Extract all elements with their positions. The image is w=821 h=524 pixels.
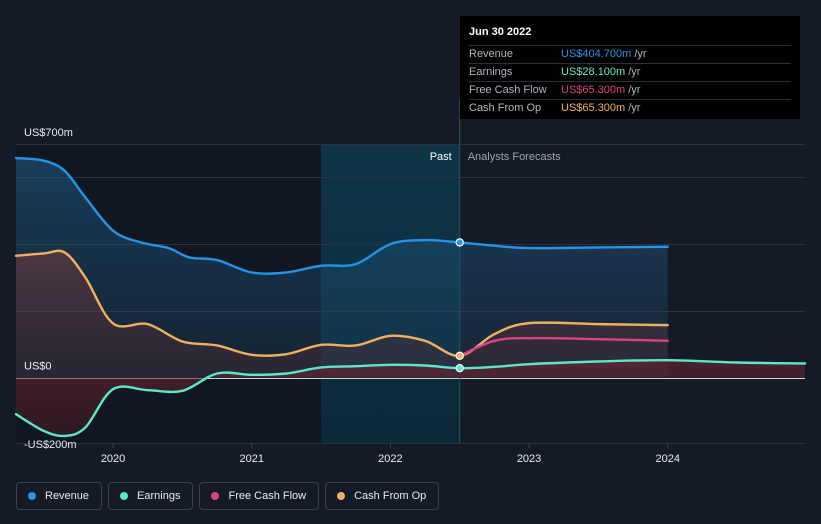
earnings-dot-icon [120,492,129,500]
tooltip-value: US$65.300m [561,102,626,114]
legend-item-cash-from-op[interactable]: Cash From Op [325,482,440,510]
x-tick-label: 2020 [101,453,125,465]
revenue-dot-icon [28,492,36,500]
series-markers [455,238,464,373]
revenue-marker [455,238,464,247]
cash-from-op-marker [455,351,464,361]
series-fills [16,158,805,436]
earnings-line [14,358,807,438]
tooltip-row-free-cash-flow: Free Cash Flow US$65.300m /yr [469,81,791,99]
x-tick-label: 2022 [378,453,402,465]
legend-item-free-cash-flow[interactable]: Free Cash Flow [199,482,320,510]
y-label-bottom: -US$200m [24,439,77,451]
free-cash-flow-line [458,336,669,358]
tooltip-label: Earnings [469,66,513,78]
free-cash-flow-dot-icon [211,492,220,500]
cash-from-op-line [14,249,669,358]
tooltip-label: Free Cash Flow [469,84,547,96]
tooltip-unit: /yr [628,84,641,96]
legend-item-revenue[interactable]: Revenue [16,482,103,510]
forecast-label: Analysts Forecasts [468,151,561,163]
cash-from-op-dot-icon [337,492,346,500]
x-tick-label: 2023 [517,453,541,465]
tooltip-panel: Jun 30 2022 Revenue US$404.700m /yr Earn… [460,16,800,119]
tooltip-unit: /yr [628,66,641,78]
earnings-marker [455,363,464,373]
earnings-area [16,360,805,436]
x-tick-label: 2021 [239,453,263,465]
tooltip-value: US$65.300m [561,84,626,96]
legend-label: Cash From Op [354,490,427,502]
tooltip-label: Revenue [469,48,514,60]
revenue-line [14,156,669,275]
y-label-zero: US$0 [24,361,52,373]
tooltip-row-earnings: Earnings US$28.100m /yr [469,63,791,81]
axis-labels: 2020 2021 2022 2023 2024 US$700m US$0 -US$200m P… [24,127,680,465]
tooltip-date: Jun 30 2022 [469,26,532,38]
series-lines [14,156,807,438]
legend-item-earnings[interactable]: Earnings [108,482,194,510]
chart-legend: Revenue Earnings Free Cash Flow Cash Fro… [16,482,440,510]
legend-label: Free Cash Flow [228,490,307,502]
tooltip-unit: /yr [628,102,641,114]
past-label: Past [430,151,452,163]
tooltip-row-revenue: Revenue US$404.700m /yr [469,45,791,63]
tooltip-label: Cash From Op [469,102,542,114]
tooltip-row-cash-from-op: Cash From Op US$65.300m /yr [469,99,791,117]
y-label-top: US$700m [24,127,73,139]
tooltip-value: US$404.700m [561,48,632,60]
legend-label: Earnings [137,490,181,502]
tooltip-unit: /yr [634,48,647,60]
x-tick-label: 2024 [655,453,679,465]
tooltip-value: US$28.100m [561,66,626,78]
cash-from-op-area [16,250,668,378]
legend-label: Revenue [45,490,90,502]
revenue-area [16,158,668,378]
